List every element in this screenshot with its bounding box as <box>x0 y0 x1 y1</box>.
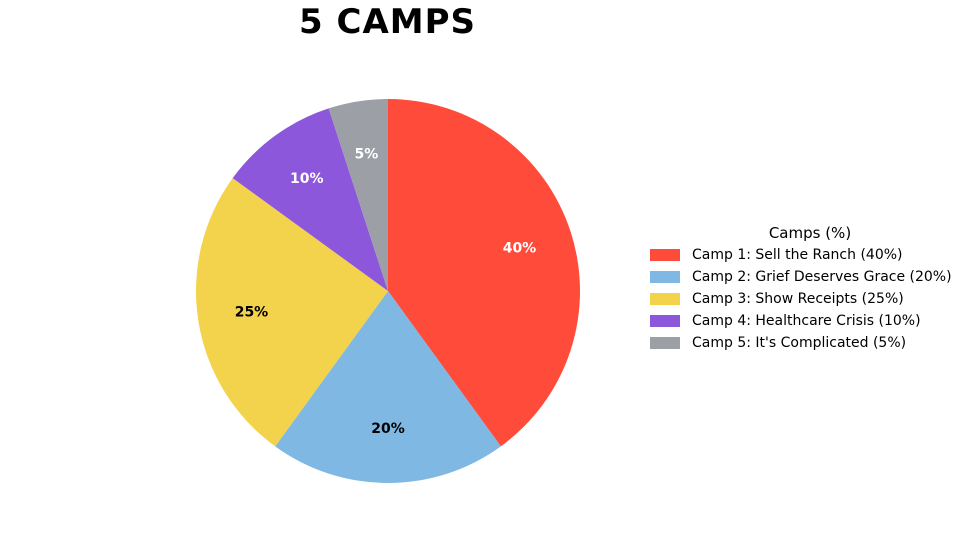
pie-slice-2 <box>275 291 501 484</box>
pie-slice-3 <box>195 178 388 447</box>
legend-label: Camp 3: Show Receipts (25%) <box>692 291 904 307</box>
legend-item: Camp 3: Show Receipts (25%) <box>646 288 960 310</box>
legend-swatch <box>650 249 680 261</box>
legend-label: Camp 4: Healthcare Crisis (10%) <box>692 313 921 329</box>
legend-swatch <box>650 337 680 349</box>
slice-pct-label-2: 20% <box>371 421 405 437</box>
legend-item: Camp 2: Grief Deserves Grace (20%) <box>646 266 960 288</box>
legend-label: Camp 1: Sell the Ranch (40%) <box>692 247 903 263</box>
slice-pct-label-4: 10% <box>290 171 324 187</box>
legend-swatch <box>650 271 680 283</box>
pie-slices <box>195 99 581 484</box>
pie-slice-labels: 40% 20% 25% 10% 5% <box>235 146 537 437</box>
legend-item: Camp 4: Healthcare Crisis (10%) <box>646 310 960 332</box>
legend-title: Camps (%) <box>768 224 852 242</box>
chart-title: 5 CAMPS <box>299 2 476 42</box>
legend: Camps (%) Camp 1: Sell the Ranch (40%) Ca… <box>646 224 960 354</box>
legend-items: Camp 1: Sell the Ranch (40%) Camp 2: Grie… <box>646 244 960 354</box>
slice-pct-label-5: 5% <box>354 146 378 162</box>
pie-slice-5 <box>328 99 388 291</box>
legend-item: Camp 1: Sell the Ranch (40%) <box>646 244 960 266</box>
legend-label: Camp 2: Grief Deserves Grace (20%) <box>692 269 952 285</box>
legend-label: Camp 5: It's Complicated (5%) <box>692 335 907 351</box>
pie-chart: 40% 20% 25% 10% 5% <box>195 99 581 484</box>
legend-item: Camp 5: It's Complicated (5%) <box>646 332 960 354</box>
legend-swatch <box>650 293 680 305</box>
pie-slice-1 <box>388 99 581 447</box>
slice-pct-label-1: 40% <box>503 240 537 256</box>
legend-swatch <box>650 315 680 327</box>
pie-slice-4 <box>232 108 388 291</box>
slice-pct-label-3: 25% <box>235 305 269 321</box>
